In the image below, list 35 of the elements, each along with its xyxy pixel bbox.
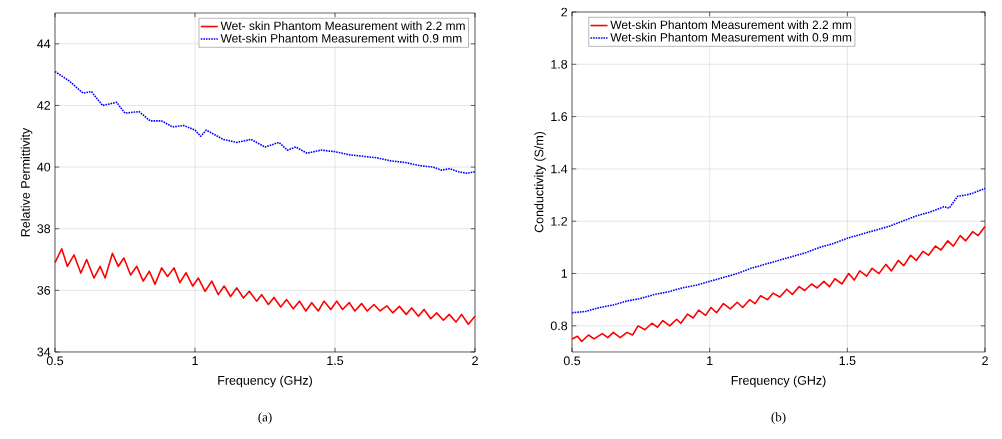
- x-tick-label: 1: [707, 356, 713, 365]
- x-tick-label: 1.5: [327, 356, 344, 366]
- y-tick-label: 1.2: [551, 216, 568, 226]
- x-tick-label: 1: [192, 356, 198, 365]
- x-axis-title: Frequency (GHz): [731, 375, 826, 388]
- y-tick-label: 40: [37, 162, 51, 172]
- x-axis-title: Frequency (GHz): [218, 375, 312, 388]
- y-tick-label: 44: [37, 39, 51, 49]
- legend-label: Wet- skin Phantom Measurement with 2.2 mm: [220, 21, 465, 31]
- legend-label: Wet-skin Phantom Measurement with 0.9 mm: [610, 32, 852, 42]
- line-series: [54, 247, 476, 326]
- y-axis-title: Conductivity (S/m): [534, 131, 546, 233]
- y-tick-label: 34: [37, 347, 51, 357]
- y-tick-label: 36: [37, 285, 51, 295]
- legend-label: Wet-skin Phantom Measurement with 2.2 mm: [610, 20, 852, 30]
- x-tick-label: 1.5: [839, 356, 856, 366]
- y-tick-label: 0.8: [550, 321, 568, 331]
- y-tick-label: 38: [37, 224, 51, 234]
- y-tick-label: 1: [561, 269, 568, 278]
- y-tick-label: 2: [561, 7, 568, 17]
- y-axis-title: Relative Permittivity: [20, 127, 33, 237]
- x-tick-label: 2: [472, 356, 478, 366]
- y-tick-label: 1.4: [551, 164, 568, 174]
- legend-label: Wet-skin Phantom Measurement with 0.9 mm: [220, 33, 462, 43]
- text: (a): [258, 412, 272, 425]
- line-series: [571, 225, 986, 343]
- y-tick-label: 42: [37, 101, 51, 110]
- text: (b): [771, 412, 786, 425]
- y-tick-label: 1.6: [551, 112, 568, 122]
- x-tick-label: 0.5: [563, 356, 581, 366]
- x-tick-label: 2: [982, 356, 988, 366]
- x-tick-label: 0.5: [46, 356, 64, 366]
- line-series: [54, 70, 476, 175]
- y-tick-label: 1.8: [551, 59, 568, 69]
- line-series: [571, 187, 986, 314]
